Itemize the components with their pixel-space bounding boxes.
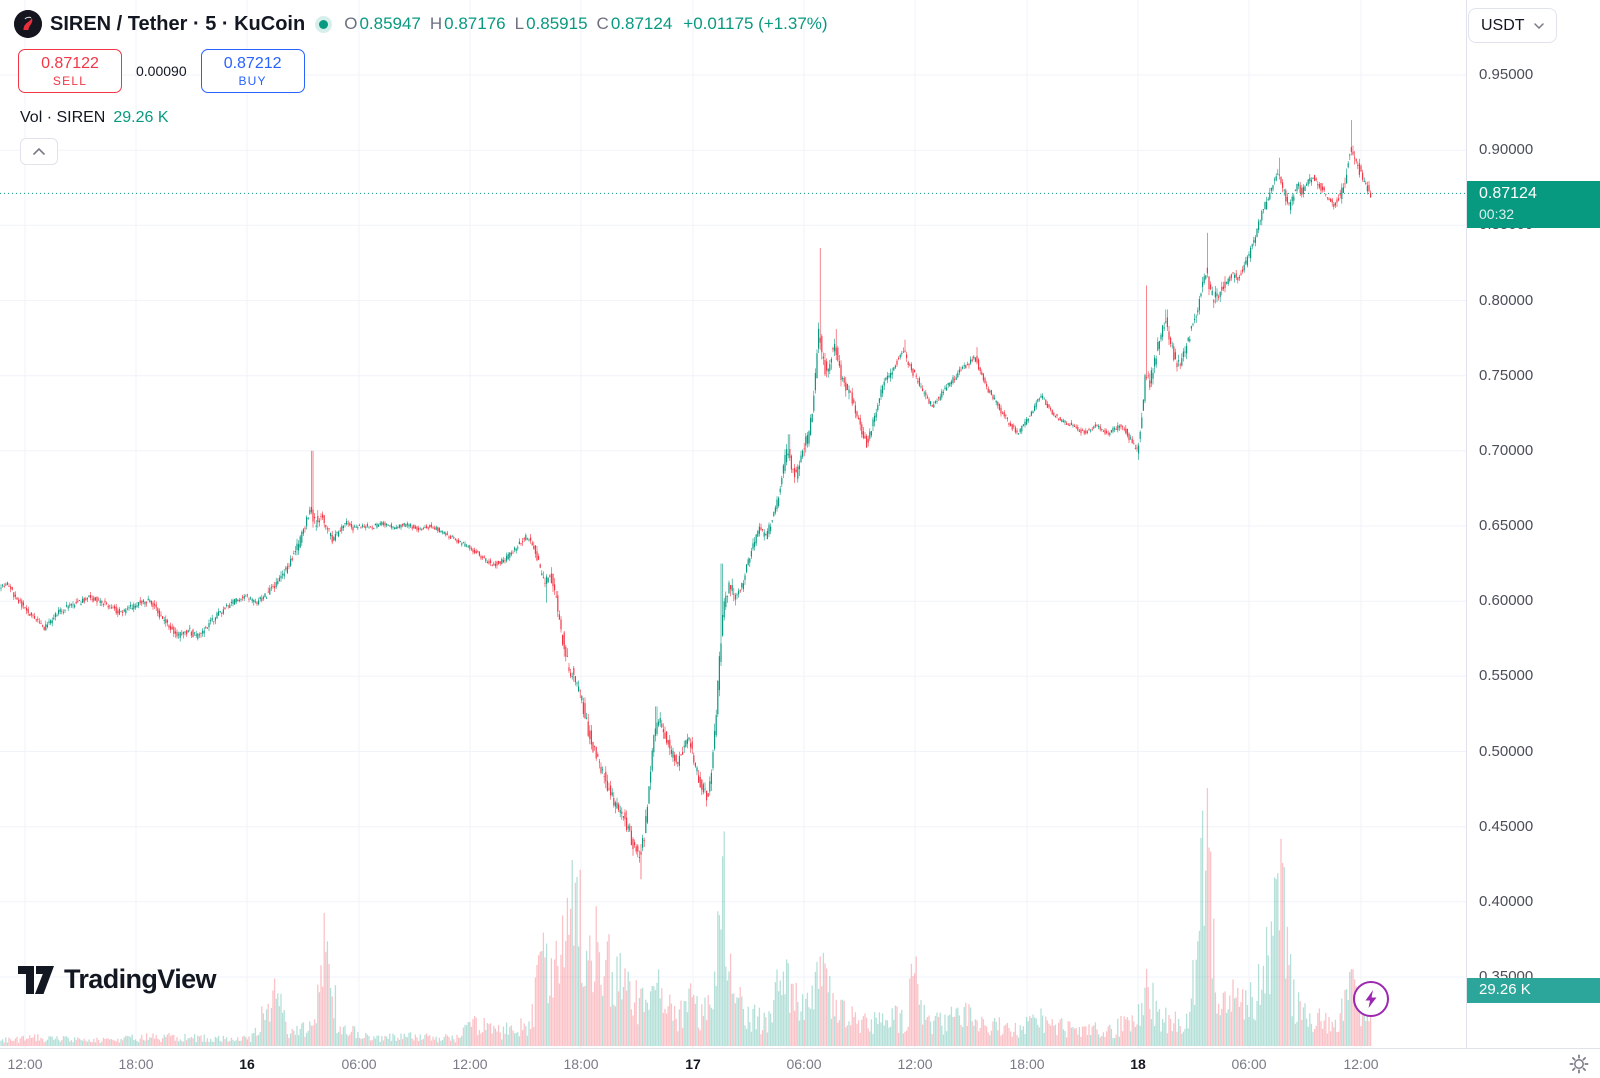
open-value: 0.85947 [359, 14, 421, 33]
legend: SIREN / Tether · 5 · KuCoin O 0.85947 H 0.… [14, 8, 828, 165]
buy-button[interactable]: 0.87212 BUY [200, 49, 305, 93]
time-tick-label: 18:00 [563, 1056, 599, 1072]
price-tick-label: 0.40000 [1479, 892, 1534, 910]
time-tick-label: 17 [685, 1056, 701, 1072]
price-tick-label: 0.45000 [1479, 817, 1534, 835]
volume-indicator-label[interactable]: Vol · SIREN [20, 109, 106, 126]
market-status-dot[interactable] [319, 19, 329, 29]
price-tick-label: 0.50000 [1479, 742, 1534, 760]
tradingview-logo[interactable]: TradingView [18, 964, 217, 995]
chevron-down-icon [1533, 22, 1544, 29]
close-value: 0.87124 [610, 14, 673, 33]
buy-price: 0.87212 [223, 54, 282, 72]
price-tick-label: 0.70000 [1479, 441, 1534, 459]
volume-indicator-row: Vol · SIREN 29.26 K [20, 109, 828, 127]
time-tick-label: 12:00 [1343, 1056, 1379, 1072]
price-tick-label: 0.90000 [1479, 141, 1534, 159]
high-value: 0.87176 [444, 14, 506, 33]
time-tick-label: 12:00 [452, 1056, 488, 1072]
buy-label: BUY [238, 73, 267, 88]
current-price-value: 0.87124 [1479, 185, 1537, 203]
time-tick-label: 12:00 [897, 1056, 933, 1072]
tradingview-mark-icon [18, 965, 54, 994]
time-tick-label: 16 [239, 1056, 255, 1072]
spread-value: 0.00090 [136, 63, 187, 79]
current-volume-label: 29.26 K [1467, 978, 1600, 1003]
time-tick-label: 06:00 [786, 1056, 822, 1072]
price-tick-label: 0.80000 [1479, 291, 1534, 309]
time-tick-label: 18 [1130, 1056, 1146, 1072]
time-tick-label: 12:00 [7, 1056, 43, 1072]
legend-collapse-button[interactable] [20, 138, 58, 165]
timescale-settings-button[interactable] [1566, 1051, 1592, 1077]
price-tick-label: 0.60000 [1479, 592, 1534, 610]
time-tick-label: 06:00 [341, 1056, 377, 1072]
price-tick-label: 0.65000 [1479, 517, 1534, 534]
change-value: +0.01175 (+1.37%) [683, 14, 828, 33]
bar-countdown: 00:32 [1479, 206, 1515, 223]
time-axis[interactable]: 12:00 18:00 16 06:00 12:00 18:00 17 06:00 12:00 1… [0, 1048, 1600, 1078]
sell-price: 0.87122 [41, 54, 99, 72]
price-tick-label: 0.55000 [1479, 667, 1534, 685]
gear-icon [1569, 1054, 1589, 1074]
currency-label: USDT [1481, 16, 1525, 34]
time-tick-label: 18:00 [1009, 1056, 1045, 1072]
price-tick-label: 0.75000 [1479, 366, 1534, 384]
high-label: H [429, 14, 443, 33]
volume-indicator-value: 29.26 K [113, 109, 169, 126]
price-axis[interactable]: 0.950000.900000.850000.800000.750000.700… [1466, 0, 1600, 1048]
currency-toggle-button[interactable]: USDT [1468, 8, 1557, 43]
symbol-logo-icon [14, 10, 42, 38]
low-value: 0.85915 [526, 14, 588, 33]
symbol-title[interactable]: SIREN / Tether · 5 · KuCoin [50, 12, 306, 35]
price-tick-label: 0.95000 [1479, 66, 1534, 83]
time-tick-label: 18:00 [118, 1056, 154, 1072]
sell-button[interactable]: 0.87122 SELL [18, 49, 122, 93]
boost-button[interactable] [1353, 981, 1389, 1017]
time-tick-label: 06:00 [1231, 1056, 1267, 1072]
low-label: L [514, 14, 525, 33]
chevron-up-icon [33, 148, 45, 155]
siren-logo-icon [14, 10, 42, 38]
ohlc-values: O 0.85947 H 0.87176 L 0.85915 C 0.87124 +0.0… [344, 14, 827, 34]
close-label: C [596, 14, 609, 33]
tradingview-wordmark: TradingView [64, 964, 217, 994]
lightning-icon [1365, 990, 1377, 1008]
open-label: O [344, 14, 358, 33]
current-price-label: 0.87124 00:32 [1467, 181, 1600, 229]
sell-label: SELL [52, 73, 88, 88]
